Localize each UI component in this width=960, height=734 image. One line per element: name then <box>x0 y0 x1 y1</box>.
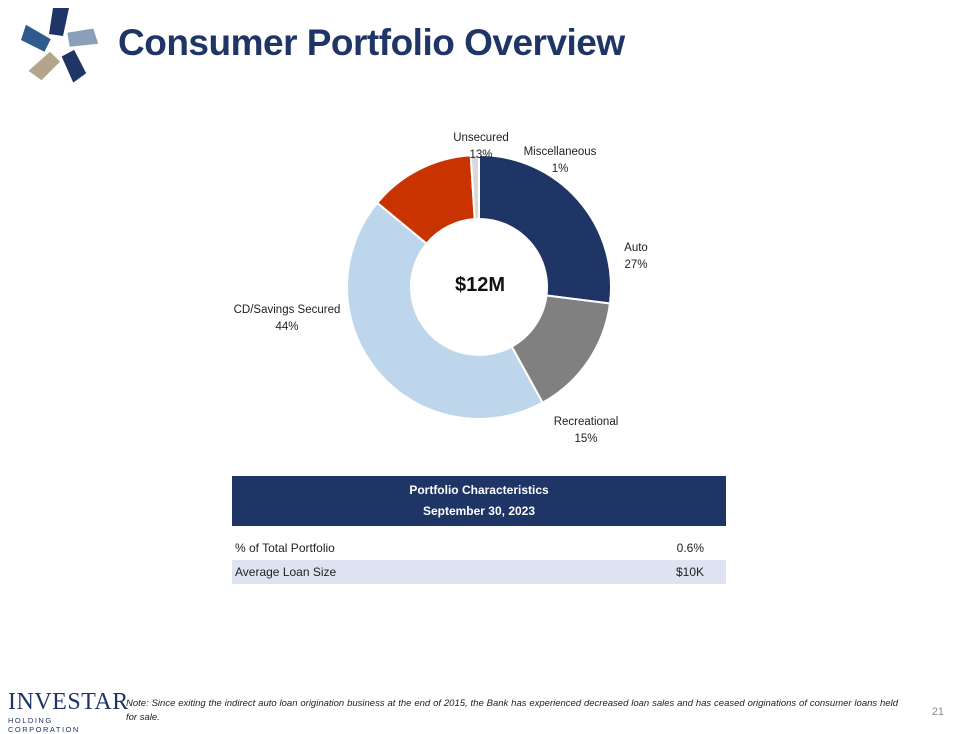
investar-logo-icon <box>21 8 99 83</box>
slice-cd-savings-secured <box>346 201 544 420</box>
label-cd-savings-secured: CD/Savings Secured 44% <box>228 302 346 336</box>
label-recreational-name: Recreational <box>553 416 619 428</box>
footer-logo: INVESTAR HOLDING CORPORATION <box>8 689 129 734</box>
table-header: Portfolio Characteristics September 30, … <box>232 476 726 526</box>
table-row: % of Total Portfolio 0.6% <box>232 536 726 560</box>
label-auto: Auto 27% <box>616 240 656 274</box>
chart-center-label: $12M <box>454 274 506 296</box>
label-recreational-pct: 15% <box>574 433 598 445</box>
label-miscellaneous: Miscellaneous 1% <box>520 144 600 178</box>
label-cd-savings-name: CD/Savings Secured <box>233 304 341 316</box>
slice-auto <box>478 153 612 305</box>
label-auto-pct: 27% <box>624 259 648 271</box>
label-unsecured-name: Unsecured <box>453 132 509 144</box>
footer-brand: INVESTAR <box>8 689 129 715</box>
row-value: $10K <box>675 565 704 579</box>
page-number: 21 <box>931 706 944 718</box>
portfolio-characteristics-table: Portfolio Characteristics September 30, … <box>232 476 726 584</box>
footer-brand-sub: HOLDING CORPORATION <box>8 716 80 734</box>
label-miscellaneous-pct: 1% <box>551 163 569 175</box>
row-value: 0.6% <box>676 541 704 555</box>
table-row: Average Loan Size $10K <box>232 560 726 584</box>
label-miscellaneous-name: Miscellaneous <box>523 146 597 158</box>
row-label: Average Loan Size <box>235 565 337 579</box>
label-cd-savings-pct: 44% <box>275 321 299 333</box>
logo-blade <box>49 8 69 36</box>
label-unsecured: Unsecured 13% <box>446 130 516 164</box>
label-auto-name: Auto <box>624 242 648 254</box>
label-unsecured-pct: 13% <box>469 149 493 161</box>
consumer-portfolio-donut-chart: $12M Unsecured 13% Miscellaneous 1% Auto… <box>0 120 960 460</box>
label-recreational: Recreational 15% <box>546 414 626 448</box>
donut-svg <box>346 153 612 420</box>
row-label: % of Total Portfolio <box>235 541 335 555</box>
page-title: Consumer Portfolio Overview <box>118 22 625 63</box>
slice-miscellaneous <box>469 153 480 221</box>
table-header-title: Portfolio Characteristics <box>409 483 549 497</box>
table-header-date: September 30, 2023 <box>422 504 536 518</box>
footnote: Note: Since exiting the indirect auto lo… <box>126 698 898 723</box>
